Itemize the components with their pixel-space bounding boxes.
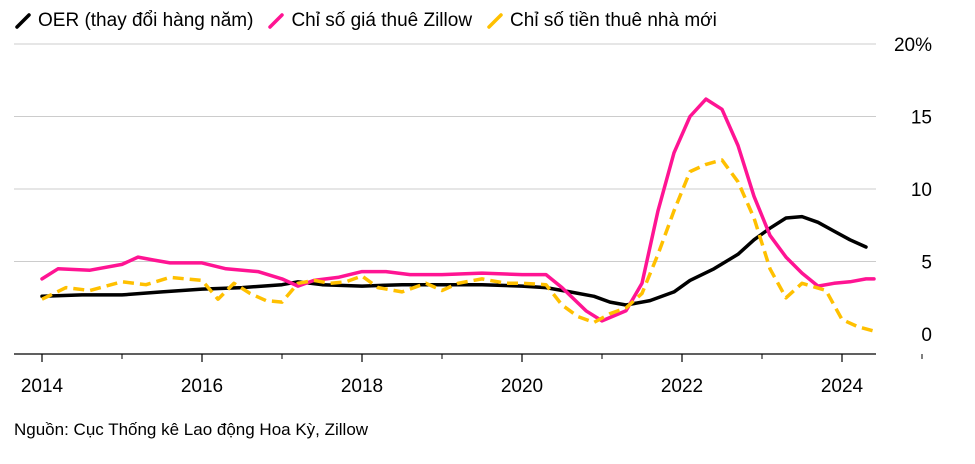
y-tick-label: 0: [921, 325, 932, 346]
series-lines: [40, 97, 876, 333]
legend-label: OER (thay đổi hàng năm): [38, 10, 254, 31]
x-tick-label: 2022: [661, 376, 703, 397]
y-tick-label: 20%: [894, 35, 932, 56]
chart-legend: OER (thay đổi hàng năm) Chỉ số giá thuê Z…: [14, 8, 731, 34]
x-tick-label: 2020: [501, 376, 543, 397]
x-tick-label: 2018: [341, 376, 383, 397]
legend-label: Chỉ số giá thuê Zillow: [291, 10, 473, 31]
legend-item-2: Chỉ số tiền thuê nhà mới: [486, 10, 717, 32]
gridlines: [14, 43, 876, 355]
tick-marks: [41, 354, 923, 362]
tick-labels: 0 5 10 15 20% 2014 2016 2018 2020 2022 2024: [21, 35, 932, 397]
x-tick-label: 2016: [181, 376, 223, 397]
series-line-2: [41, 158, 875, 333]
legend-label: Chỉ số tiền thuê nhà mới: [510, 10, 717, 31]
legend-swatch-icon: [487, 13, 503, 29]
series-line-1: [40, 97, 876, 323]
x-tick-label: 2024: [821, 376, 864, 397]
legend-swatch-icon: [268, 13, 285, 29]
y-tick-label: 10: [911, 180, 932, 201]
x-tick-label: 2014: [21, 376, 64, 397]
y-tick-label: 5: [921, 253, 932, 274]
series-line-0: [40, 214, 868, 307]
legend-swatch-icon: [15, 13, 31, 29]
y-tick-label: 15: [911, 108, 932, 129]
legend-item-1: Chỉ số giá thuê Zillow: [267, 10, 472, 32]
line-chart: 0 5 10 15 20% 2014 2016 2018 2020 2022 2024: [14, 35, 932, 397]
source-note: Nguồn: Cục Thống kê Lao động Hoa Kỳ, Zil…: [14, 420, 369, 439]
legend-item-0: OER (thay đổi hàng năm): [14, 10, 253, 32]
